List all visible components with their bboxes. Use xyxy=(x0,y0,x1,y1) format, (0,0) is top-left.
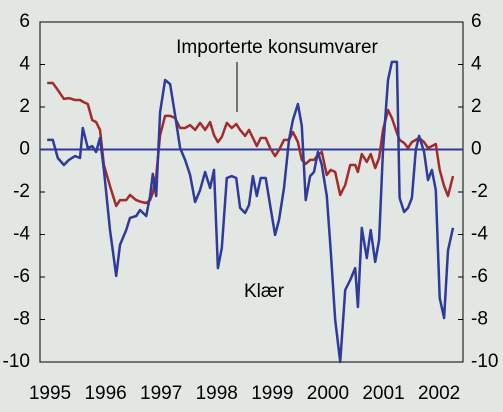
x-tick-label: 1999 xyxy=(251,383,293,404)
x-tick-label: 2000 xyxy=(307,383,349,404)
y-tick-label: -2 xyxy=(13,181,30,202)
y-tick-label: -4 xyxy=(13,224,30,245)
y-tick-label: -8 xyxy=(13,309,30,330)
y2-tick-label: -6 xyxy=(471,266,488,287)
y2-tick-label: -2 xyxy=(471,181,488,202)
series-line xyxy=(47,60,455,364)
y-tick-label: 6 xyxy=(19,11,30,32)
x-tick-label: 1996 xyxy=(84,383,126,404)
y2-tick-label: -8 xyxy=(471,309,488,330)
x-tick-label: 1995 xyxy=(29,383,71,404)
y-tick-label: 4 xyxy=(19,54,30,75)
y2-tick-label: -10 xyxy=(471,351,498,372)
x-tick-label: 1998 xyxy=(196,383,238,404)
y2-tick-label: 2 xyxy=(471,96,482,117)
x-tick-label: 2002 xyxy=(418,383,460,404)
y-tick-label: -6 xyxy=(13,266,30,287)
y-tick-label: 0 xyxy=(19,139,30,160)
y2-tick-label: -4 xyxy=(471,224,488,245)
series-label: Klær xyxy=(244,281,285,302)
series-label: Importerte konsumvarer xyxy=(176,37,378,58)
x-tick-label: 1997 xyxy=(140,383,182,404)
y2-tick-label: 4 xyxy=(471,54,482,75)
x-tick-label: 2001 xyxy=(362,383,404,404)
series-line xyxy=(47,81,455,208)
y2-tick-label: 6 xyxy=(471,11,482,32)
y2-tick-label: 0 xyxy=(471,139,482,160)
y-tick-label: -10 xyxy=(3,351,30,372)
y-tick-label: 2 xyxy=(19,96,30,117)
